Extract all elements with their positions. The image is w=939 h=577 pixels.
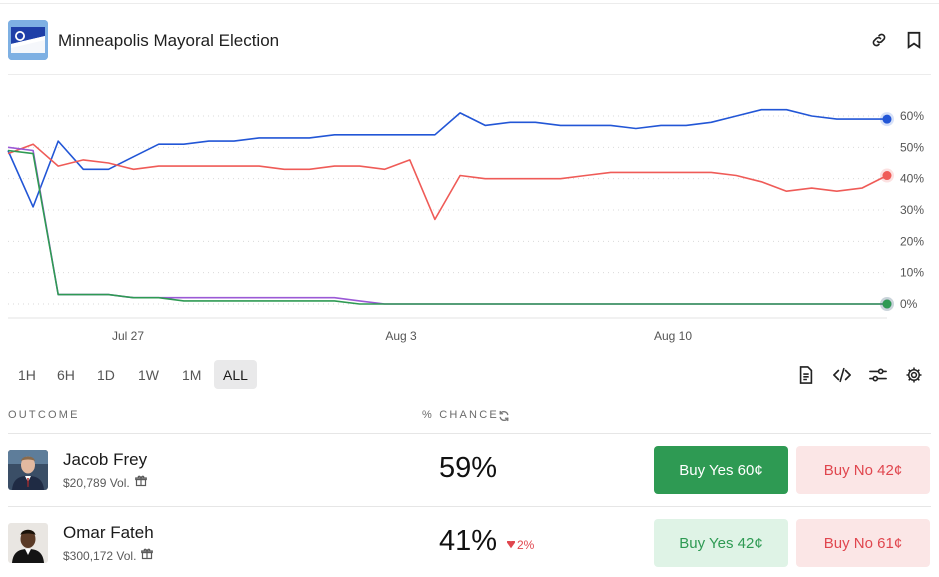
outcome-column-header: OUTCOME — [8, 409, 80, 421]
timeframe-1m[interactable]: 1M — [182, 366, 202, 383]
buy-no-button[interactable]: Buy No 61¢ — [796, 519, 930, 567]
market-header: Minneapolis Mayoral Election — [8, 20, 933, 60]
chance-value: 41% — [439, 525, 498, 557]
volume-text: $300,172 Vol. — [63, 548, 137, 563]
y-tick-label: 60% — [900, 109, 924, 123]
x-tick-label: Aug 3 — [385, 329, 417, 343]
outcome-name: Omar Fateh — [63, 523, 154, 542]
y-tick-label: 50% — [900, 140, 924, 154]
outcome-name: Jacob Frey — [63, 450, 148, 469]
buy-yes-button[interactable]: Buy Yes 60¢ — [654, 446, 788, 494]
outcome-volume: $300,172 Vol. — [63, 548, 154, 563]
timeframe-1w[interactable]: 1W — [138, 366, 159, 383]
row-divider — [8, 506, 931, 507]
price-chart[interactable]: 60% 50% 40% 30% 20% 10% 0% Jul 27 Aug 3 Aug 10 — [0, 88, 939, 350]
sliders-icon[interactable] — [868, 365, 888, 385]
code-icon[interactable] — [832, 365, 852, 385]
page-title: Minneapolis Mayoral Election — [58, 31, 280, 50]
timeframe-1h[interactable]: 1H — [18, 366, 36, 383]
bookmark-icon[interactable] — [904, 30, 924, 50]
series-end-marker — [882, 171, 892, 181]
buy-yes-button[interactable]: Buy Yes 42¢ — [654, 519, 788, 567]
table-divider — [8, 433, 931, 434]
series-line-other — [7, 146, 887, 305]
down-caret-icon — [506, 538, 516, 552]
outcome-row-jacob-frey[interactable]: Jacob Frey $20,789 Vol. 59% Buy Yes 60¢ … — [8, 434, 933, 506]
outcome-volume: $20,789 Vol. — [63, 475, 147, 490]
timeframe-1d[interactable]: 1D — [97, 366, 115, 383]
buy-no-button[interactable]: Buy No 42¢ — [796, 446, 930, 494]
x-tick-label: Aug 10 — [654, 329, 692, 343]
y-tick-label: 30% — [900, 203, 924, 217]
timeframe-6h[interactable]: 6H — [57, 366, 75, 383]
y-tick-label: 10% — [900, 266, 924, 280]
gift-icon — [141, 548, 154, 563]
chance-value: 59% — [439, 452, 498, 484]
refresh-icon[interactable] — [498, 409, 512, 423]
volume-text: $20,789 Vol. — [63, 475, 130, 490]
header-divider — [8, 74, 931, 75]
series-end-marker — [882, 114, 892, 124]
y-tick-label: 0% — [900, 297, 918, 311]
x-tick-label: Jul 27 — [112, 329, 144, 343]
chance-change: 2% — [506, 538, 535, 552]
chance-column-header: % CHANCE — [422, 409, 499, 421]
link-icon[interactable] — [869, 30, 889, 50]
series-end-marker — [882, 299, 892, 309]
document-icon[interactable] — [796, 365, 816, 385]
avatar — [8, 450, 48, 490]
settings-icon[interactable] — [904, 365, 924, 385]
top-divider — [0, 3, 939, 4]
chance-change-value: 2% — [517, 538, 535, 552]
avatar — [8, 523, 48, 563]
y-tick-label: 40% — [900, 172, 924, 186]
y-tick-label: 20% — [900, 234, 924, 248]
market-flag-image — [8, 20, 48, 60]
series-line-jacob-frey — [7, 108, 887, 208]
series-line-field — [7, 149, 887, 305]
series-line-omar-fateh — [7, 143, 888, 221]
gift-icon — [134, 475, 147, 490]
timeframe-bar: 1H 6H 1D 1W 1M ALL — [8, 360, 933, 390]
outcome-row-omar-fateh[interactable]: Omar Fateh $300,172 Vol. 41% 2% Buy Yes … — [8, 507, 933, 577]
timeframe-all[interactable]: ALL — [214, 360, 257, 389]
chart-svg: 60% 50% 40% 30% 20% 10% 0% Jul 27 Aug 3 Aug 10 — [7, 108, 924, 343]
